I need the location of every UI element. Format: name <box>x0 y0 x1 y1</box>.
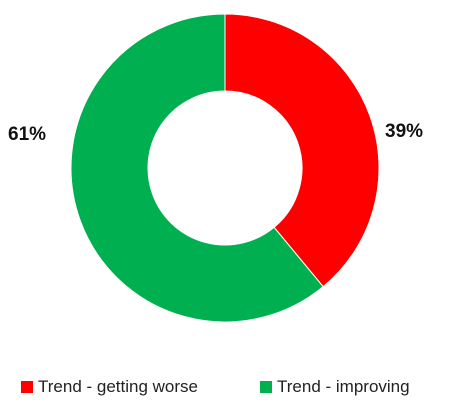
donut-slice-trend-improving <box>70 13 324 323</box>
data-label-trend-improving: 61% <box>8 124 46 145</box>
donut-slice-trend-getting-worse <box>224 13 380 288</box>
legend-swatch-trend-improving <box>260 381 272 393</box>
legend-item-trend-getting-worse: Trend - getting worse <box>21 377 198 397</box>
data-label-trend-getting-worse: 39% <box>385 121 423 142</box>
legend-label-trend-improving: Trend - improving <box>277 377 410 396</box>
legend-swatch-trend-getting-worse <box>21 381 33 393</box>
donut-slices <box>70 13 380 323</box>
legend-item-trend-improving: Trend - improving <box>260 377 410 397</box>
legend-label-trend-getting-worse: Trend - getting worse <box>38 377 198 396</box>
chart-legend: Trend - getting worse Trend - improving <box>0 377 453 403</box>
